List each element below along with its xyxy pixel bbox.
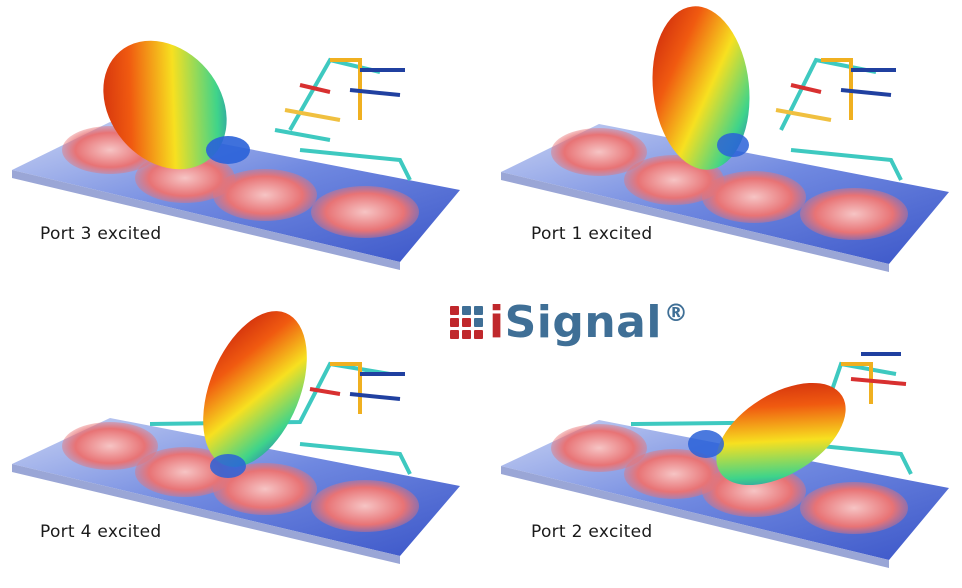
caption-port-1: Port 1 excited — [531, 224, 653, 244]
caption-port-2: Port 2 excited — [531, 522, 653, 542]
logo-prefix: i — [489, 296, 505, 348]
feed-network — [775, 57, 903, 181]
array-render-port-4 — [12, 311, 460, 564]
radiation-main-lobe — [652, 6, 750, 170]
caption-port-3: Port 3 excited — [40, 224, 162, 244]
radiation-side-lobe — [206, 136, 250, 164]
panel-port-1: Port 1 excited — [481, 0, 962, 294]
patch-fields — [62, 422, 419, 532]
registered-mark: ® — [663, 298, 689, 327]
radiation-main-lobe — [103, 40, 227, 170]
logo-name: Signal — [504, 296, 662, 348]
feed-network — [274, 57, 412, 181]
array-render-port-3 — [12, 40, 460, 270]
array-render-port-2 — [501, 352, 949, 568]
radiation-side-lobe — [717, 133, 749, 157]
panel-port-2: Port 2 excited — [481, 294, 962, 588]
radiation-side-lobe — [688, 430, 724, 458]
logo-grid-icon — [450, 305, 483, 339]
caption-port-4: Port 4 excited — [40, 522, 162, 542]
radiation-side-lobe — [210, 454, 246, 478]
radiation-main-lobe — [716, 382, 846, 486]
patch-fields — [551, 424, 908, 534]
logo-wordmark: iSignal® — [489, 297, 688, 348]
array-render-port-1 — [501, 6, 949, 272]
panel-port-3: Port 3 excited — [0, 0, 481, 294]
radiation-main-lobe — [203, 311, 307, 467]
isignal-logo: iSignal® — [450, 292, 688, 352]
panel-port-4: Port 4 excited — [0, 294, 481, 588]
